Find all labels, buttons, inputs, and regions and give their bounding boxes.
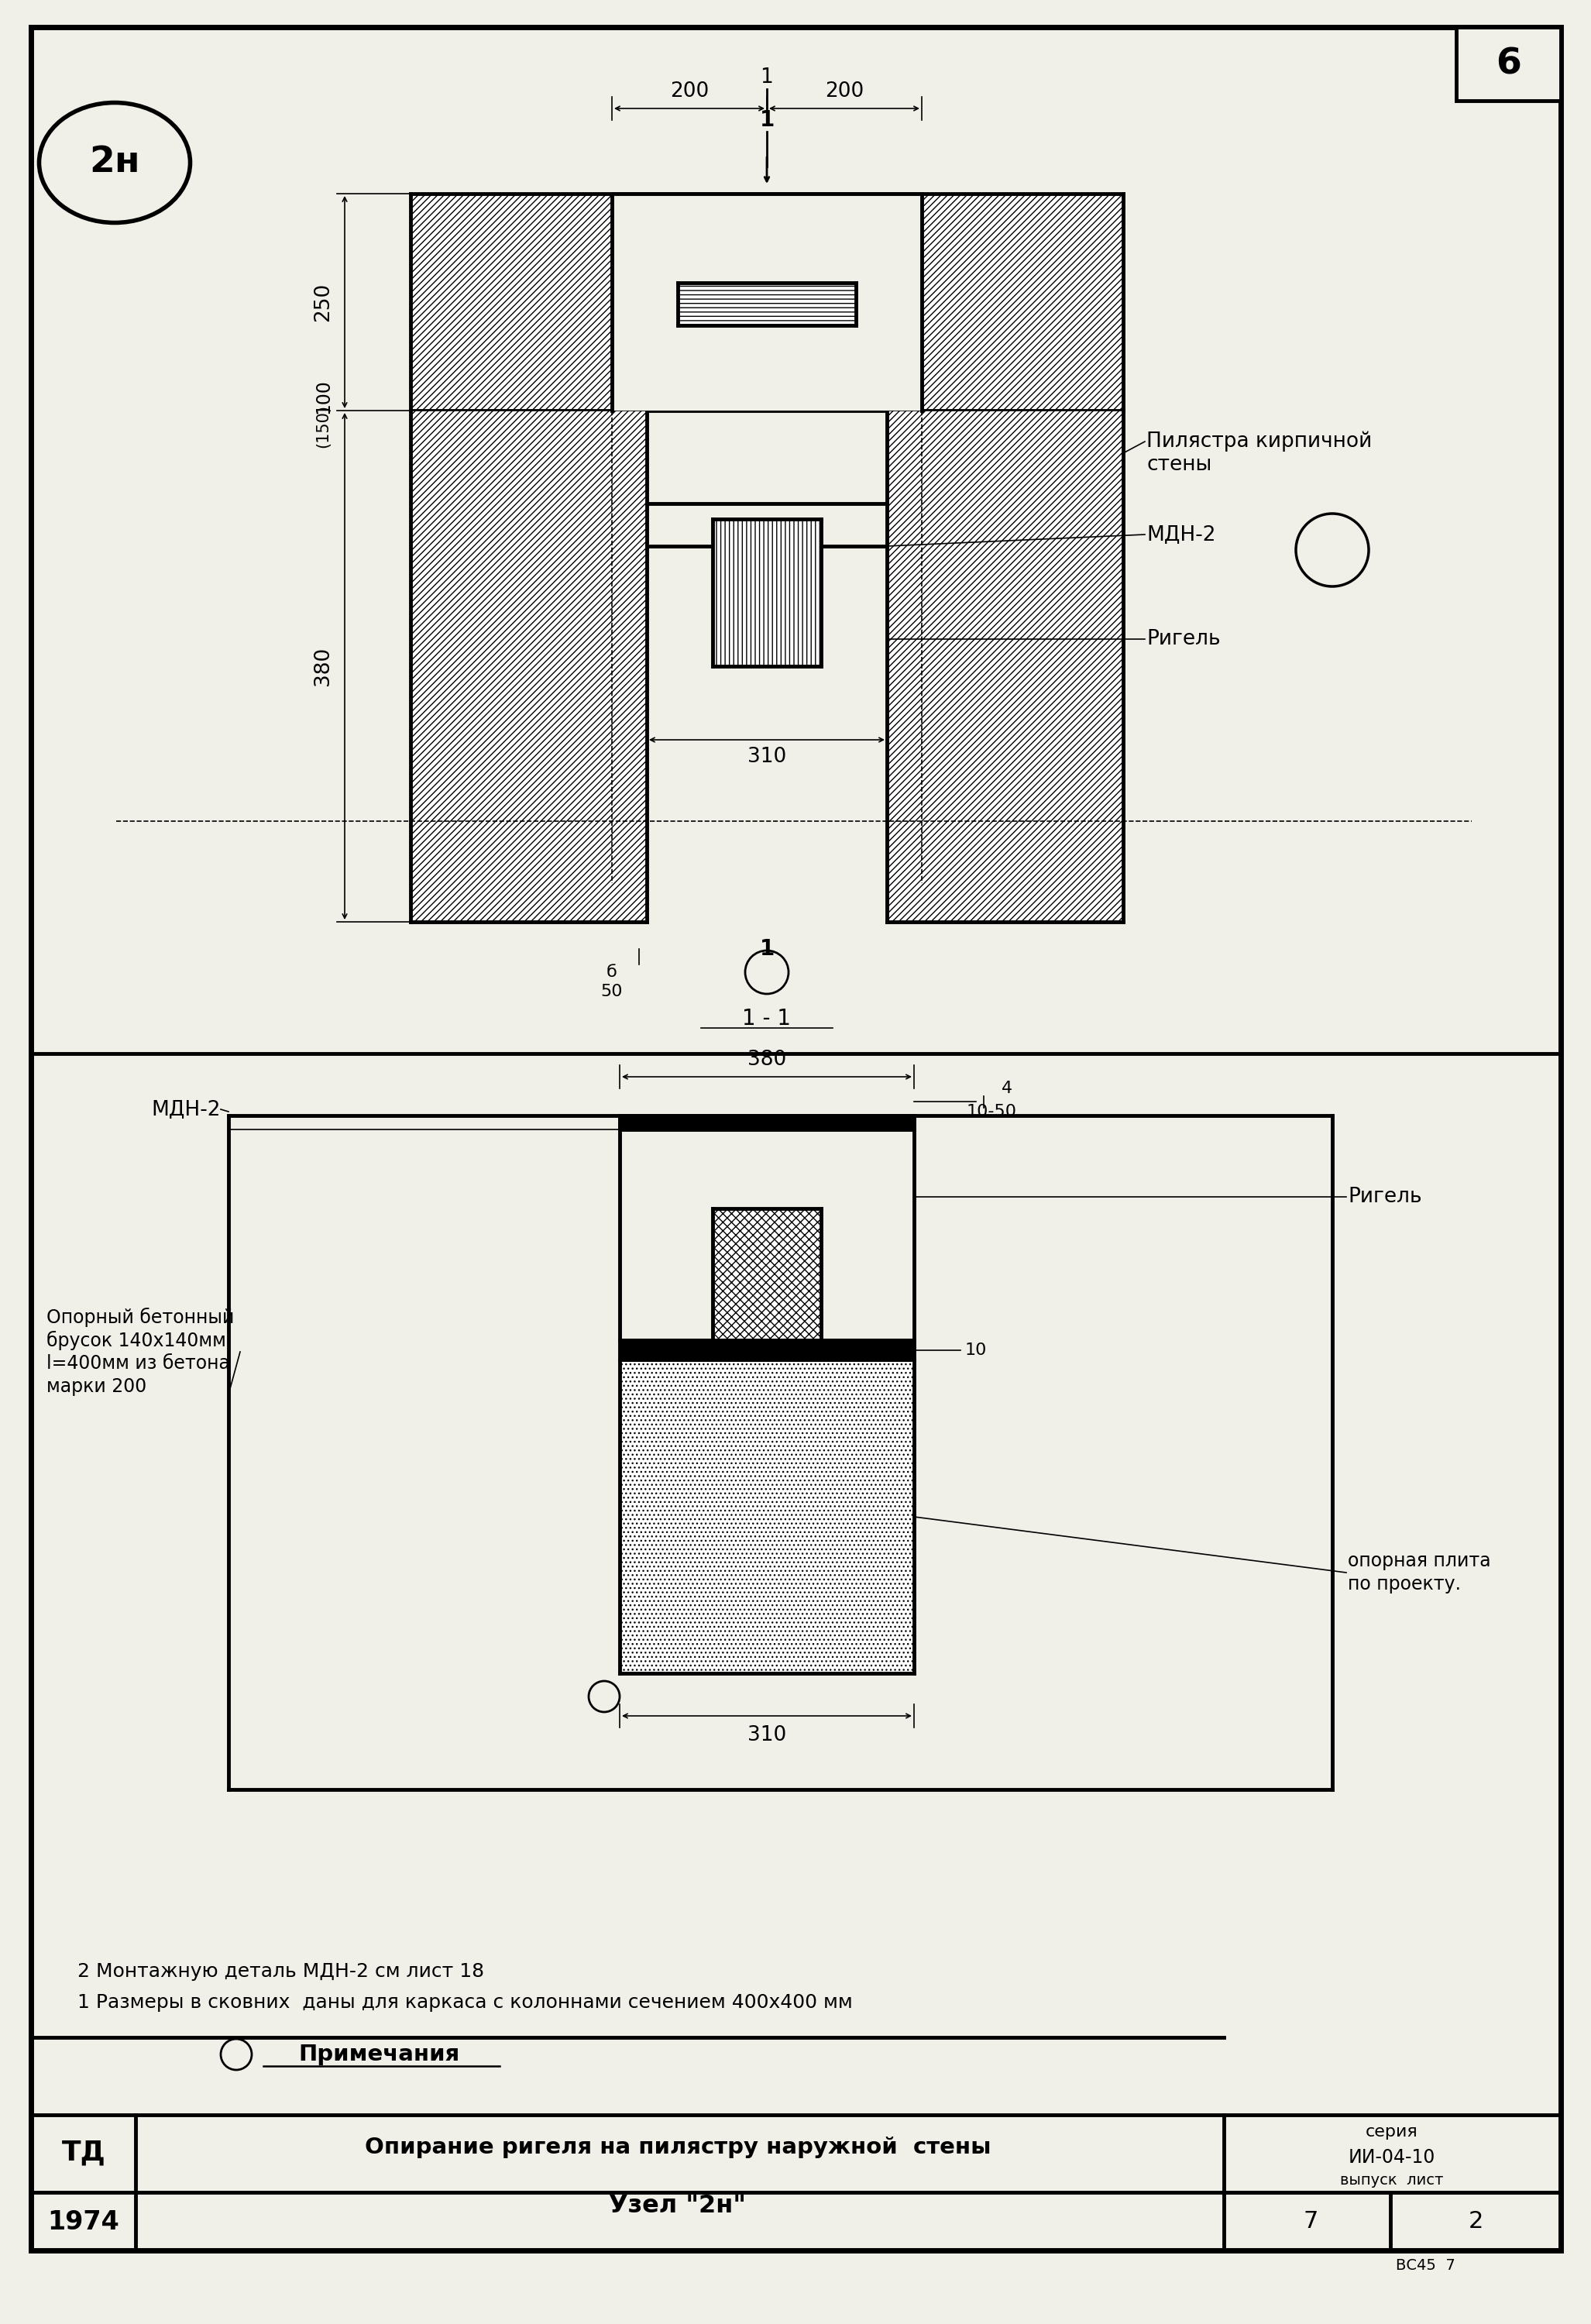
Bar <box>613 193 921 411</box>
Text: 1: 1 <box>760 67 773 88</box>
Text: 1 Размеры в сковних  даны для каркаса с колоннами сечением 400х400 мм: 1 Размеры в сковних даны для каркаса с к… <box>78 1994 853 2013</box>
Text: Ригель: Ригель <box>1348 1188 1422 1206</box>
Bar <box>713 518 821 667</box>
Text: 7: 7 <box>1303 2210 1317 2233</box>
Text: 2: 2 <box>1468 2210 1483 2233</box>
Bar <box>886 411 1123 923</box>
Text: 200: 200 <box>670 81 710 102</box>
Bar <box>619 1116 913 1129</box>
Text: МДН-2: МДН-2 <box>1147 525 1216 544</box>
Text: 6: 6 <box>1496 46 1521 81</box>
Text: 1: 1 <box>759 939 775 960</box>
Text: МДН-2: МДН-2 <box>151 1099 221 1120</box>
Ellipse shape <box>40 102 191 223</box>
Text: (150): (150) <box>315 404 331 449</box>
Bar <box>410 411 648 923</box>
Text: 310: 310 <box>748 1724 786 1745</box>
Text: Опорный бетонный: Опорный бетонный <box>46 1306 234 1327</box>
Text: 1: 1 <box>759 109 775 130</box>
Text: б: б <box>606 964 617 981</box>
Text: брусок 140х140мм: брусок 140х140мм <box>46 1329 226 1350</box>
Text: Примечания: Примечания <box>299 2043 460 2066</box>
Text: ВС45  7: ВС45 7 <box>1395 2259 1454 2273</box>
Text: ТД: ТД <box>62 2138 105 2166</box>
Text: опорная плита: опорная плита <box>1348 1552 1491 1571</box>
Text: Пилястра кирпичной: Пилястра кирпичной <box>1147 432 1371 451</box>
Text: Узел "2н": Узел "2н" <box>609 2194 746 2217</box>
Text: 1 - 1: 1 - 1 <box>743 1009 791 1030</box>
Text: 50: 50 <box>601 983 624 999</box>
Text: 380: 380 <box>748 1050 786 1069</box>
Bar <box>619 1341 913 1360</box>
Text: Ригель: Ригель <box>1147 630 1220 648</box>
Text: 10: 10 <box>966 1343 986 1357</box>
Text: 250: 250 <box>313 284 333 321</box>
Bar <box>410 193 1123 411</box>
Bar <box>1456 28 1561 100</box>
Text: по проекту.: по проекту. <box>1348 1576 1461 1594</box>
Text: выпуск  лист: выпуск лист <box>1340 2173 1443 2189</box>
Text: 1974: 1974 <box>48 2208 119 2236</box>
Text: 200: 200 <box>824 81 864 102</box>
Bar <box>619 1116 913 1341</box>
Text: 4: 4 <box>1001 1081 1012 1097</box>
Bar <box>678 284 856 325</box>
Text: стены: стены <box>1147 456 1212 474</box>
Text: Опирание ригеля на пилястру наружной  стены: Опирание ригеля на пилястру наружной сте… <box>364 2136 991 2159</box>
Text: серия: серия <box>1365 2124 1418 2140</box>
Text: 10-50: 10-50 <box>966 1104 1017 1120</box>
Text: 310: 310 <box>748 746 786 767</box>
Text: 2н: 2н <box>89 144 140 181</box>
Text: l=400мм из бетона: l=400мм из бетона <box>46 1355 231 1373</box>
Bar <box>619 1360 913 1673</box>
Bar <box>229 1116 1332 1789</box>
Bar <box>713 1208 821 1341</box>
Text: 380: 380 <box>313 646 333 686</box>
Text: 100: 100 <box>313 379 333 414</box>
Text: ИИ-04-10: ИИ-04-10 <box>1349 2147 1435 2166</box>
Text: 2 Монтажную деталь МДН-2 см лист 18: 2 Монтажную деталь МДН-2 см лист 18 <box>78 1961 484 1980</box>
Text: марки 200: марки 200 <box>46 1378 146 1397</box>
